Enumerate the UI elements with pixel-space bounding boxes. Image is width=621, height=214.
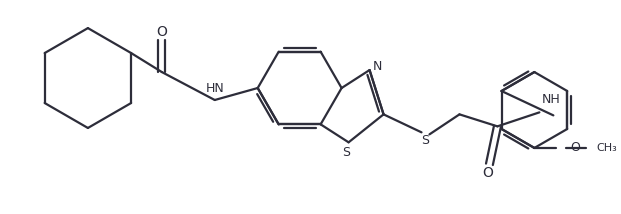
Text: CH₃: CH₃: [596, 143, 617, 153]
Text: N: N: [373, 59, 383, 73]
Text: S: S: [422, 134, 430, 147]
Text: S: S: [343, 146, 351, 159]
Text: O: O: [570, 141, 580, 155]
Text: NH: NH: [542, 93, 560, 106]
Text: HN: HN: [206, 82, 224, 95]
Text: O: O: [156, 25, 167, 39]
Text: O: O: [482, 166, 493, 180]
